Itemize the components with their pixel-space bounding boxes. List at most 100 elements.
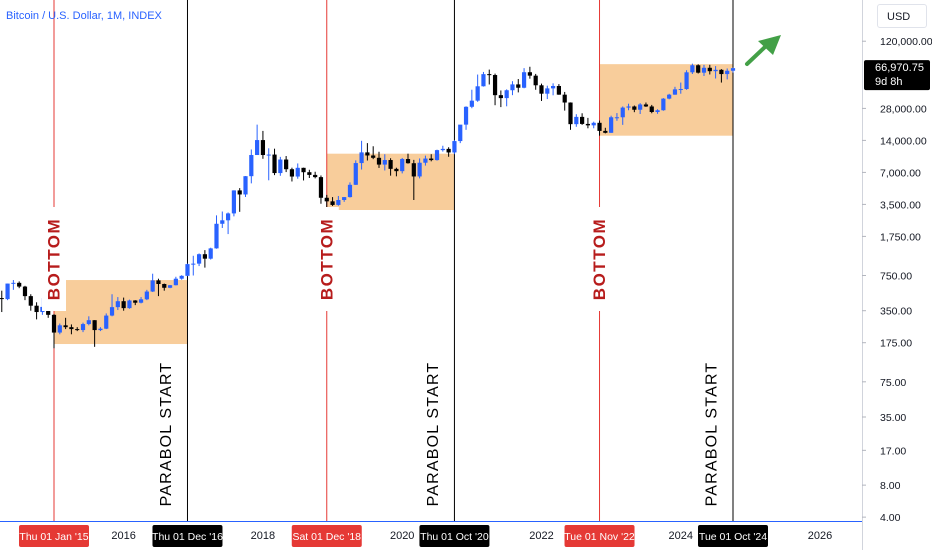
up-arrowhead-icon xyxy=(758,35,781,55)
parabol-start-label: PARABOL START xyxy=(158,362,175,507)
candle-up xyxy=(550,85,556,89)
candle-up xyxy=(655,110,660,112)
up-arrow-icon xyxy=(745,44,768,66)
candle-down xyxy=(411,163,416,177)
price-tick-label: 14,000.00 xyxy=(880,135,927,147)
candle-up xyxy=(638,104,643,110)
candle-up xyxy=(626,106,631,108)
candle-up xyxy=(80,324,86,331)
candle-up xyxy=(690,65,695,73)
last-price-value: 66,970.75 xyxy=(875,62,924,74)
bottom-label: BOTTOM xyxy=(590,218,609,300)
candle-up xyxy=(510,84,515,91)
candle-down xyxy=(156,280,161,285)
price-tick-label: 7,000.00 xyxy=(880,167,921,179)
time-tick-label: 2024 xyxy=(669,530,693,542)
price-tick-label: 28,000.00 xyxy=(880,103,927,115)
accumulation-zone xyxy=(54,280,188,345)
currency-selector[interactable]: USD xyxy=(877,4,927,28)
candle-down xyxy=(719,69,724,75)
candle-down xyxy=(388,160,393,169)
candle-down xyxy=(162,284,167,288)
candle-down xyxy=(51,314,57,333)
candle-down xyxy=(313,174,318,178)
price-tick-label: 75.00 xyxy=(880,377,906,389)
candle-down xyxy=(539,85,544,94)
candle-down xyxy=(429,158,434,161)
candle-down xyxy=(69,327,74,330)
price-tick-label: 8.00 xyxy=(880,480,901,492)
candle-up xyxy=(440,148,445,151)
candle-up xyxy=(521,72,527,88)
bottom-label: BOTTOM xyxy=(317,218,336,300)
candle-down xyxy=(562,94,567,103)
last-price-badge xyxy=(864,60,930,91)
candle-down xyxy=(498,95,503,99)
candle-down xyxy=(202,254,207,259)
candle-down xyxy=(527,72,532,76)
candle-up xyxy=(661,98,666,111)
date-badge-label: Sat 01 Dec '18 xyxy=(292,531,361,543)
candle-up xyxy=(115,301,120,308)
candle-up xyxy=(231,190,237,214)
price-tick-label: 750.00 xyxy=(880,271,912,283)
candle-down xyxy=(22,286,28,297)
candle-up xyxy=(278,159,283,174)
candle-down xyxy=(707,67,712,72)
price-tick-label: 1,750.00 xyxy=(880,231,921,243)
candle-up xyxy=(458,124,463,142)
candle-up xyxy=(353,163,358,185)
candle-down xyxy=(568,102,573,125)
candle-down xyxy=(446,148,451,153)
date-badge-label: Thu 01 Dec '16 xyxy=(152,531,223,543)
candle-up xyxy=(220,220,225,224)
bottom-label-bg xyxy=(42,207,66,311)
candle-down xyxy=(556,85,561,95)
candle-up xyxy=(417,162,422,177)
bottom-label: BOTTOM xyxy=(45,218,64,300)
candle-up xyxy=(185,264,190,276)
date-badge-label: Tue 01 Oct '24 xyxy=(699,531,767,543)
date-badge xyxy=(698,525,768,547)
parabol-start-label: PARABOL START xyxy=(425,362,442,507)
candle-up xyxy=(179,275,184,279)
candle-down xyxy=(272,154,277,174)
candle-down xyxy=(133,300,138,303)
time-tick-label: 2018 xyxy=(251,530,275,542)
candle-up xyxy=(725,70,730,75)
price-tick-label: 120,000.00 xyxy=(880,36,932,48)
candle-up xyxy=(196,254,202,264)
candle-down xyxy=(318,177,324,198)
candle-up xyxy=(359,152,364,164)
candle-down xyxy=(260,140,266,156)
candle-down xyxy=(643,104,649,107)
candle-up xyxy=(249,155,254,177)
candle-up xyxy=(678,89,683,91)
date-badge xyxy=(152,525,223,547)
price-tick-label: 175.00 xyxy=(880,338,912,350)
candle-up xyxy=(347,184,353,198)
time-tick-label: 2022 xyxy=(529,530,553,542)
candle-up xyxy=(463,106,469,125)
candle-down xyxy=(376,157,382,165)
date-badge xyxy=(564,525,635,547)
candle-down xyxy=(580,116,585,124)
candle-down xyxy=(289,169,295,177)
candle-down xyxy=(365,152,370,156)
candle-up xyxy=(226,213,231,221)
price-tick-label: 3,500.00 xyxy=(880,199,921,211)
candle-up xyxy=(574,116,579,125)
candle-up xyxy=(173,278,178,286)
candle-up xyxy=(208,248,213,259)
candle-up xyxy=(475,86,480,101)
candle-down xyxy=(533,75,538,86)
price-tick-label: 350.00 xyxy=(880,306,912,318)
candle-up xyxy=(469,100,474,107)
candle-down xyxy=(696,65,701,73)
time-tick-label: 2026 xyxy=(808,530,832,542)
candle-up xyxy=(609,117,614,133)
candle-up xyxy=(109,307,115,316)
candle-down xyxy=(34,305,39,313)
candle-up xyxy=(150,280,155,292)
candle-up xyxy=(342,197,347,200)
